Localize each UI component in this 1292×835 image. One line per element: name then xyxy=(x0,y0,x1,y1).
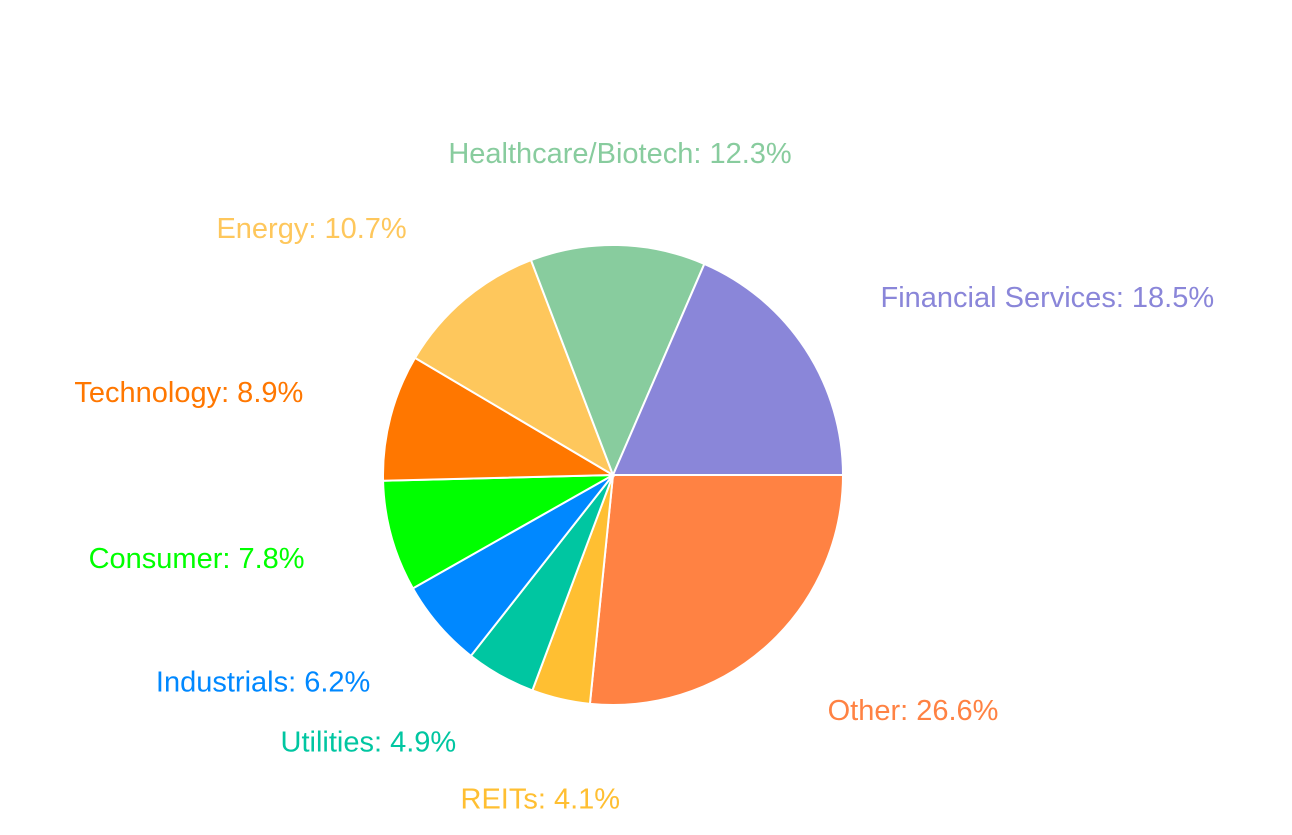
pie-slice-other xyxy=(588,474,845,706)
pie-label-other: Other: 26.6% xyxy=(828,695,999,727)
pie-label-financial-services: Financial Services: 18.5% xyxy=(881,282,1215,314)
pie-label-utilities: Utilities: 4.9% xyxy=(281,727,457,759)
pie-slice-financial-services xyxy=(611,262,845,476)
pie-label-industrials: Industrials: 6.2% xyxy=(156,666,370,698)
pie-label-consumer: Consumer: 7.8% xyxy=(89,543,305,575)
pie-label-technology: Technology: 8.9% xyxy=(74,377,303,409)
pie-slice-healthcare-biotech xyxy=(529,244,706,478)
pie-slice-consumer xyxy=(382,474,614,590)
pie-slice-energy xyxy=(413,258,615,478)
pie-label-reits: REITs: 4.1% xyxy=(461,783,621,815)
pie-slice-technology xyxy=(382,356,617,482)
pie-slices xyxy=(382,244,845,706)
pie-label-energy: Energy: 10.7% xyxy=(216,213,406,245)
pie-labels: Other: 26.6% REITs: 4.1%Utilities: 4.9% In… xyxy=(74,138,1215,815)
pie-label-healthcare-biotech: Healthcare/Biotech: 12.3% xyxy=(448,138,791,170)
